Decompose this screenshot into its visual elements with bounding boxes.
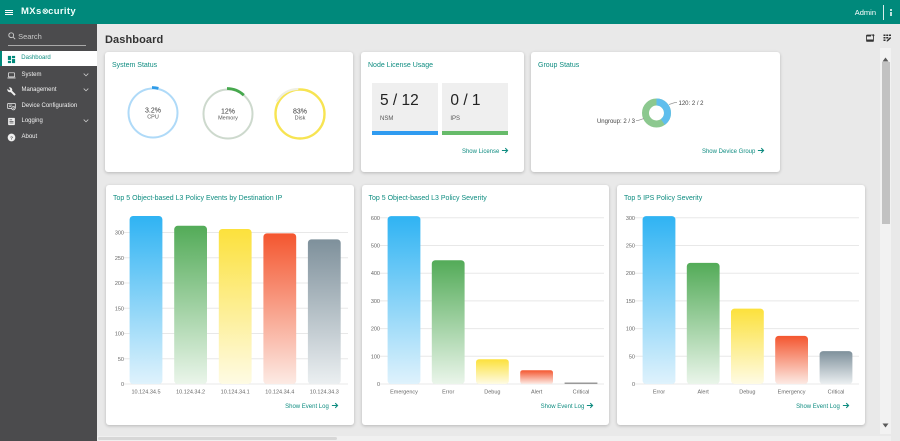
svg-text:600: 600 [370, 216, 379, 222]
svg-text:Disk: Disk [295, 116, 306, 122]
svg-text:Ungroup: 2 / 3: Ungroup: 2 / 3 [597, 119, 636, 125]
svg-text:Error: Error [653, 389, 665, 395]
svg-text:250: 250 [115, 256, 124, 262]
svg-text:Critical: Critical [572, 389, 589, 395]
svg-text:10.124.34.1: 10.124.34.1 [221, 389, 250, 395]
svg-text:Debug: Debug [484, 389, 500, 395]
svg-text:500: 500 [370, 244, 379, 250]
svg-text:150: 150 [626, 299, 635, 305]
svg-text:Error: Error [442, 389, 454, 395]
svg-text:Alert: Alert [530, 389, 542, 395]
svg-text:50: 50 [118, 357, 124, 363]
svg-text:50: 50 [629, 354, 635, 360]
svg-text:100: 100 [626, 327, 635, 333]
svg-text:250: 250 [626, 244, 635, 250]
svg-text:Emergency: Emergency [390, 389, 418, 395]
svg-text:10.124.34.2: 10.124.34.2 [176, 389, 205, 395]
svg-text:100: 100 [370, 354, 379, 360]
svg-text:10.124.34.3: 10.124.34.3 [310, 389, 339, 395]
svg-text:83%: 83% [293, 109, 307, 116]
svg-text:100: 100 [115, 332, 124, 338]
svg-text:300: 300 [626, 216, 635, 222]
svg-text:400: 400 [370, 271, 379, 277]
svg-text:10.124.34.4: 10.124.34.4 [265, 389, 294, 395]
svg-text:200: 200 [115, 281, 124, 287]
svg-text:200: 200 [626, 271, 635, 277]
svg-text:Debug: Debug [739, 389, 755, 395]
svg-text:200: 200 [370, 327, 379, 333]
svg-text:120: 2 / 2: 120: 2 / 2 [679, 101, 705, 107]
svg-text:?: ? [10, 135, 13, 141]
svg-text:150: 150 [115, 306, 124, 312]
svg-text:300: 300 [115, 231, 124, 237]
svg-text:Emergency: Emergency [778, 389, 806, 395]
svg-text:12%: 12% [221, 109, 235, 116]
svg-text:Memory: Memory [218, 116, 238, 122]
svg-text:300: 300 [370, 299, 379, 305]
svg-text:0: 0 [632, 382, 635, 388]
svg-text:Critical: Critical [828, 389, 845, 395]
svg-text:CPU: CPU [147, 115, 159, 121]
svg-text:10.124.34.5: 10.124.34.5 [131, 389, 160, 395]
svg-text:0: 0 [121, 382, 124, 388]
svg-text:3.2%: 3.2% [145, 108, 161, 115]
svg-text:Alert: Alert [698, 389, 710, 395]
svg-text:0: 0 [376, 382, 379, 388]
